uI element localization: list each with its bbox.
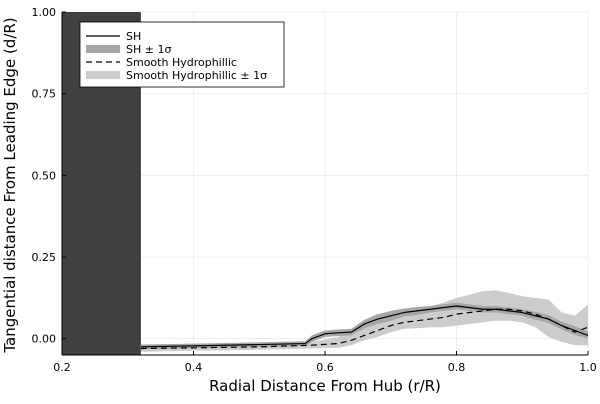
legend: SH SH ± 1σ Smooth Hydrophillic Smooth Hy… [79, 21, 285, 88]
x-axis-label: Radial Distance From Hub (r/R) [209, 377, 441, 395]
x-tick-label: 0.2 [53, 361, 71, 374]
tick-labels: 0.2 0.4 0.6 0.8 1.0 0.00 0.25 0.50 0.75 1.00 [32, 6, 597, 374]
series-sh-line [140, 305, 589, 348]
legend-label-sh-band: SH ± 1σ [126, 43, 171, 56]
y-tick-label: 0.75 [32, 88, 57, 101]
legend-label-sh: SH [126, 30, 141, 43]
y-axis-label: Tangential distance From Leading Edge (d… [1, 17, 19, 353]
x-tick-label: 0.4 [185, 361, 203, 374]
y-tick-label: 0.00 [32, 333, 57, 346]
y-tick-label: 1.00 [32, 6, 57, 19]
series-smooth-hydrophillic-line [140, 308, 589, 350]
axes [61, 11, 589, 356]
series-sh-band [140, 302, 588, 350]
legend-swatch-smooth-band [86, 71, 120, 79]
y-tick-label: 0.50 [32, 169, 57, 182]
legend-label-smooth-band: Smooth Hydrophillic ± 1σ [126, 69, 267, 82]
x-tick-label: 0.8 [448, 361, 466, 374]
legend-label-smooth: Smooth Hydrophillic [126, 56, 237, 69]
x-tick-label: 1.0 [579, 361, 597, 374]
legend-swatch-sh-band [86, 45, 120, 53]
band-layer [140, 290, 588, 352]
x-tick-label: 0.6 [316, 361, 334, 374]
grid [61, 11, 589, 355]
y-tick-label: 0.25 [32, 251, 57, 264]
line-layer [140, 305, 589, 350]
